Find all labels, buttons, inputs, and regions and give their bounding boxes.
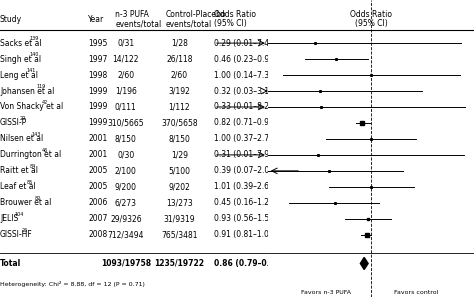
Text: 310/5665: 310/5665 <box>108 119 144 127</box>
Text: 82: 82 <box>35 196 41 201</box>
Text: 1.00 (0.37–2.74): 1.00 (0.37–2.74) <box>214 135 277 143</box>
Text: 1/28: 1/28 <box>171 39 188 48</box>
Text: 1.00 (0.14–7.34): 1.00 (0.14–7.34) <box>214 71 277 80</box>
Text: 1/112: 1/112 <box>169 102 190 111</box>
Text: 20: 20 <box>19 116 26 121</box>
Text: 2006: 2006 <box>88 198 108 207</box>
Text: 2001: 2001 <box>88 150 108 159</box>
Text: Favors control: Favors control <box>394 290 438 296</box>
Text: Sacks et al: Sacks et al <box>0 39 42 48</box>
Text: 8/150: 8/150 <box>115 135 137 143</box>
Text: 139: 139 <box>29 36 38 41</box>
Text: 2/60: 2/60 <box>117 71 135 80</box>
Text: events/total: events/total <box>115 19 162 28</box>
Text: 13/273: 13/273 <box>166 198 193 207</box>
Text: 0.93 (0.56–1.55): 0.93 (0.56–1.55) <box>214 214 277 223</box>
Text: GISSI-P: GISSI-P <box>0 119 27 127</box>
Text: Singh et al: Singh et al <box>0 55 41 64</box>
Text: 1999: 1999 <box>88 86 108 96</box>
Text: Raitt et al: Raitt et al <box>0 166 38 175</box>
Text: 2005: 2005 <box>88 166 108 175</box>
Text: Control-Placebo: Control-Placebo <box>166 10 227 19</box>
Text: 1.01 (0.39–2.60): 1.01 (0.39–2.60) <box>214 182 277 191</box>
Text: 0/30: 0/30 <box>117 150 135 159</box>
Text: Year: Year <box>88 15 105 24</box>
Polygon shape <box>360 257 368 270</box>
Text: 0.39 (0.07–2.05): 0.39 (0.07–2.05) <box>214 166 277 175</box>
Text: 0.91 (0.81–1.01): 0.91 (0.81–1.01) <box>214 230 277 239</box>
Text: events/total: events/total <box>166 19 212 28</box>
Text: GISSI-HF: GISSI-HF <box>0 230 33 239</box>
Text: 0/111: 0/111 <box>115 102 137 111</box>
Text: 29/9326: 29/9326 <box>110 214 142 223</box>
Text: Leng et al: Leng et al <box>0 71 38 80</box>
Text: 119: 119 <box>37 84 46 89</box>
Text: 2007: 2007 <box>88 214 108 223</box>
Text: 0.32 (0.03–3.13): 0.32 (0.03–3.13) <box>214 86 277 96</box>
Text: 9/202: 9/202 <box>168 182 191 191</box>
Text: 26/118: 26/118 <box>166 55 193 64</box>
Text: 85: 85 <box>27 180 33 185</box>
Text: 2008: 2008 <box>88 230 108 239</box>
Text: Johansen et al: Johansen et al <box>0 86 55 96</box>
Text: 1997: 1997 <box>88 55 108 64</box>
Text: Leaf et al: Leaf et al <box>0 182 36 191</box>
Text: 1999: 1999 <box>88 119 108 127</box>
Text: 1/196: 1/196 <box>115 86 137 96</box>
Text: 31/9319: 31/9319 <box>164 214 195 223</box>
Text: 6/273: 6/273 <box>115 198 137 207</box>
Text: Odds Ratio: Odds Ratio <box>350 10 392 19</box>
Text: 712/3494: 712/3494 <box>108 230 144 239</box>
Text: 0/31: 0/31 <box>117 39 135 48</box>
Text: Von Shacky et al: Von Shacky et al <box>0 102 63 111</box>
Text: 141: 141 <box>27 68 36 73</box>
Text: 0.33 (0.01–8.27): 0.33 (0.01–8.27) <box>214 102 277 111</box>
Text: n-3 PUFA: n-3 PUFA <box>115 10 149 19</box>
Text: 0.46 (0.23–0.93): 0.46 (0.23–0.93) <box>214 55 277 64</box>
Text: 765/3481: 765/3481 <box>161 230 198 239</box>
Text: 2001: 2001 <box>88 135 108 143</box>
Text: 9/200: 9/200 <box>115 182 137 191</box>
Text: Total: Total <box>0 259 21 268</box>
Text: 370/5658: 370/5658 <box>161 119 198 127</box>
Text: 46: 46 <box>42 148 48 153</box>
Text: 104: 104 <box>14 212 23 217</box>
Text: 0.86 (0.79–0.94): 0.86 (0.79–0.94) <box>214 259 284 268</box>
Text: 14/122: 14/122 <box>113 55 139 64</box>
Text: 143: 143 <box>32 132 41 137</box>
Text: Nilsen et al: Nilsen et al <box>0 135 43 143</box>
Text: Odds Ratio: Odds Ratio <box>214 10 256 19</box>
Text: 1/29: 1/29 <box>171 150 188 159</box>
Text: Brouwer et al: Brouwer et al <box>0 198 51 207</box>
Text: JELIS: JELIS <box>0 214 18 223</box>
Text: 0.45 (0.16–1.20): 0.45 (0.16–1.20) <box>214 198 277 207</box>
Text: 42: 42 <box>42 100 48 105</box>
Text: 0.29 (0.01–7.43): 0.29 (0.01–7.43) <box>214 39 277 48</box>
Text: 3/192: 3/192 <box>168 86 191 96</box>
Text: 5/100: 5/100 <box>168 166 191 175</box>
Text: Heterogeneity: Chi² = 8.88, df = 12 (P = 0.71): Heterogeneity: Chi² = 8.88, df = 12 (P =… <box>0 281 145 287</box>
Text: Durrington et al: Durrington et al <box>0 150 61 159</box>
Text: 2005: 2005 <box>88 182 108 191</box>
Text: 0.31 (0.01–7.96): 0.31 (0.01–7.96) <box>214 150 277 159</box>
Text: 8/150: 8/150 <box>168 135 191 143</box>
Text: 2/60: 2/60 <box>171 71 188 80</box>
Text: Favors n-3 PUFA: Favors n-3 PUFA <box>301 290 351 296</box>
Text: 1999: 1999 <box>88 102 108 111</box>
Text: 84: 84 <box>29 164 36 169</box>
Text: 26: 26 <box>22 228 28 233</box>
Text: (95% CI): (95% CI) <box>355 19 387 28</box>
Text: Study: Study <box>0 15 22 24</box>
Text: (95% CI): (95% CI) <box>214 19 247 28</box>
Text: 0.82 (0.71–0.97): 0.82 (0.71–0.97) <box>214 119 277 127</box>
Text: 1998: 1998 <box>88 71 108 80</box>
Text: 140: 140 <box>29 52 39 57</box>
Text: 1995: 1995 <box>88 39 108 48</box>
Text: 1235/19722: 1235/19722 <box>155 259 204 268</box>
Text: 1093/19758: 1093/19758 <box>101 259 151 268</box>
Text: 2/100: 2/100 <box>115 166 137 175</box>
